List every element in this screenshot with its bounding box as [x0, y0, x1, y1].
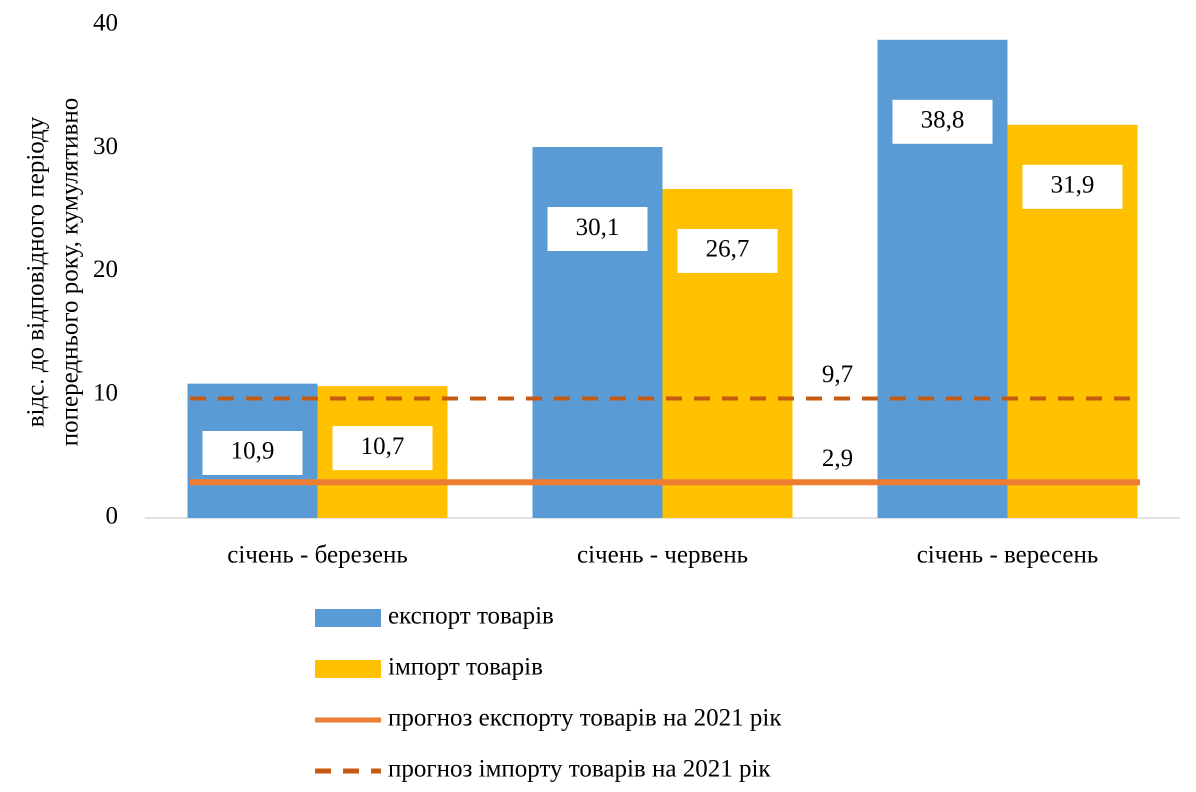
data-label: 31,9 [1051, 172, 1095, 199]
data-label-box [547, 207, 648, 252]
legend-label: імпорт товарів [388, 654, 543, 681]
data-label: 9,7 [822, 361, 853, 388]
data-label: 26,7 [706, 236, 750, 263]
data-label-box [202, 431, 303, 475]
data-label: 10,7 [361, 433, 405, 460]
y-tick-label: 10 [93, 379, 118, 406]
y-tick-label: 40 [93, 10, 118, 37]
data-label-box [332, 426, 433, 471]
legend-label: експорт товарів [388, 603, 554, 630]
data-label: 2,9 [822, 445, 853, 472]
legend-swatch [315, 660, 381, 678]
data-label-box [1022, 164, 1123, 209]
legend-label: прогноз імпорту товарів на 2021 рік [388, 756, 771, 783]
bar [532, 147, 663, 518]
data-label-box [677, 228, 778, 273]
y-tick-label: 30 [93, 133, 118, 160]
legend-swatch [315, 609, 381, 627]
y-axis-title: попереднього року, кумулятивно [57, 98, 84, 446]
legend-label: прогноз експорту товарів на 2021 рік [388, 705, 782, 732]
y-tick-label: 20 [93, 256, 118, 283]
data-label: 30,1 [576, 214, 620, 241]
x-tick-label: січень - березень [227, 542, 407, 569]
y-tick-label: 0 [106, 503, 119, 530]
data-label: 10,9 [231, 438, 275, 465]
x-tick-label: січень - червень [577, 542, 748, 569]
x-tick-label: січень - вересень [917, 542, 1099, 569]
data-label-box [892, 99, 993, 144]
data-label: 38,8 [921, 107, 965, 134]
y-axis-title: відс. до відповідного періоду [23, 116, 50, 427]
